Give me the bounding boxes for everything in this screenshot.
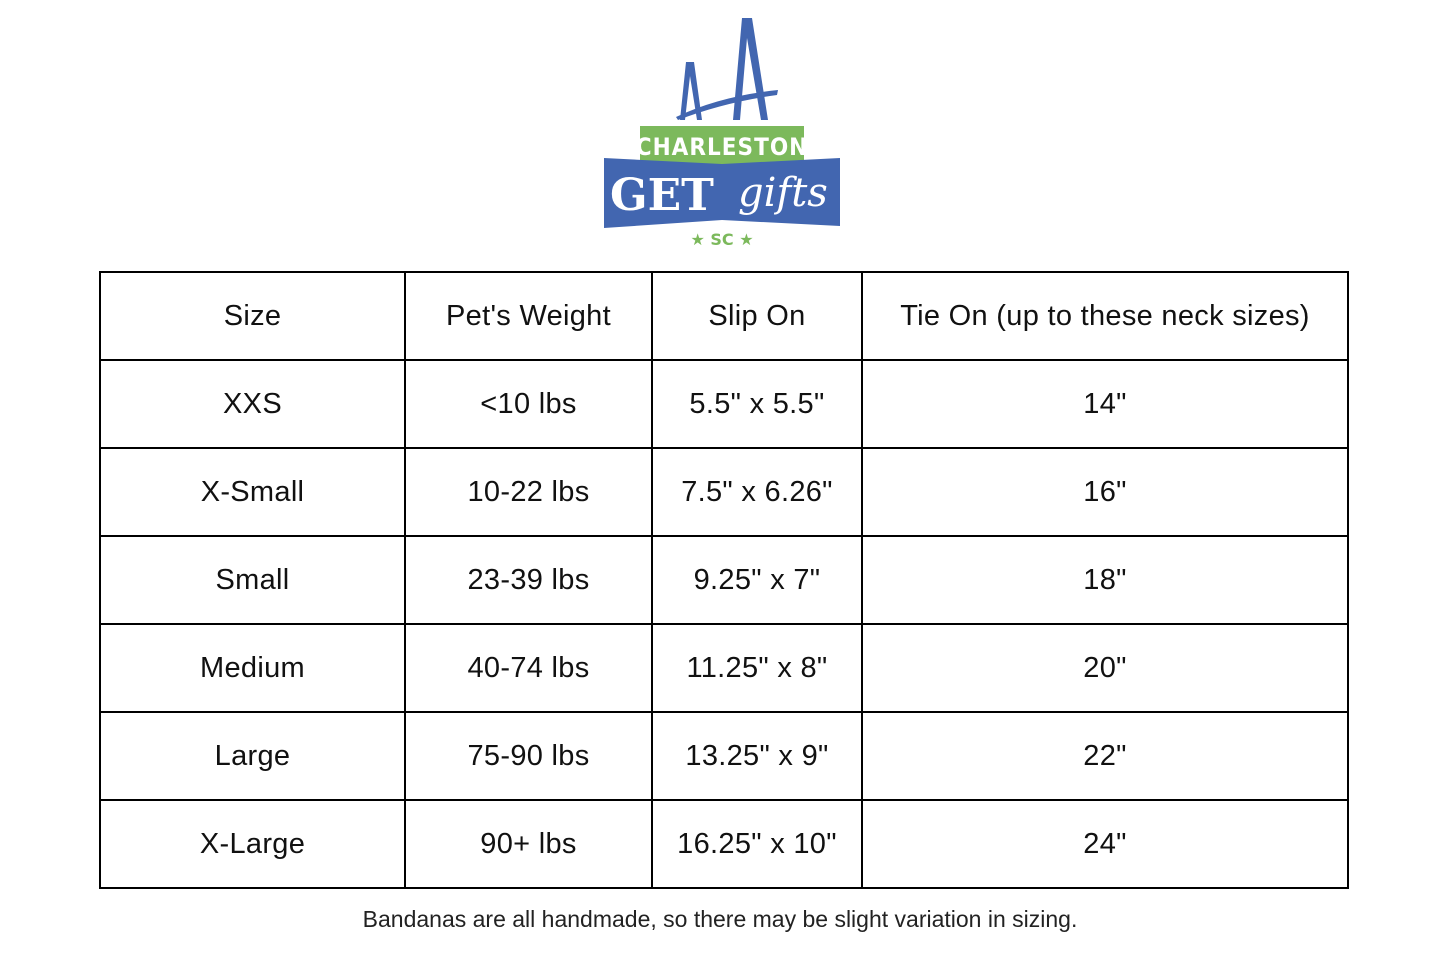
table-row: Large 75-90 lbs 13.25" x 9" 22" <box>99 711 1349 801</box>
svg-text:CHARLESTON: CHARLESTON <box>636 133 808 161</box>
charleston-get-gifts-logo: CHARLESTON GET gifts ★ SC ★ <box>604 18 840 249</box>
cell-weight: 23-39 lbs <box>404 535 653 625</box>
cell-tie-on: 22" <box>861 711 1349 801</box>
header-row: Size Pet's Weight Slip On Tie On (up to … <box>99 271 1349 361</box>
table-row: XXS <10 lbs 5.5" x 5.5" 14" <box>99 359 1349 449</box>
cell-weight: 90+ lbs <box>404 799 653 889</box>
table-row: X-Large 90+ lbs 16.25" x 10" 24" <box>99 799 1349 889</box>
header-weight: Pet's Weight <box>404 271 653 361</box>
cell-tie-on: 20" <box>861 623 1349 713</box>
cell-size: Medium <box>99 623 406 713</box>
cell-slip-on: 9.25" x 7" <box>651 535 863 625</box>
cell-size: Large <box>99 711 406 801</box>
svg-text:★ SC ★: ★ SC ★ <box>690 230 753 249</box>
cell-slip-on: 16.25" x 10" <box>651 799 863 889</box>
cell-weight: 75-90 lbs <box>404 711 653 801</box>
cell-slip-on: 13.25" x 9" <box>651 711 863 801</box>
cell-size: X-Large <box>99 799 406 889</box>
cell-tie-on: 16" <box>861 447 1349 537</box>
cell-weight: 10-22 lbs <box>404 447 653 537</box>
size-chart-table: Size Pet's Weight Slip On Tie On (up to … <box>99 271 1349 889</box>
cell-tie-on: 18" <box>861 535 1349 625</box>
cell-tie-on: 14" <box>861 359 1349 449</box>
svg-text:GET: GET <box>610 170 714 221</box>
cell-size: XXS <box>99 359 406 449</box>
table-row: X-Small 10-22 lbs 7.5" x 6.26" 16" <box>99 447 1349 537</box>
cell-slip-on: 7.5" x 6.26" <box>651 447 863 537</box>
table-row: Small 23-39 lbs 9.25" x 7" 18" <box>99 535 1349 625</box>
cell-size: Small <box>99 535 406 625</box>
cell-size: X-Small <box>99 447 406 537</box>
cell-slip-on: 11.25" x 8" <box>651 623 863 713</box>
cell-tie-on: 24" <box>861 799 1349 889</box>
footnote: Bandanas are all handmade, so there may … <box>362 906 1078 932</box>
cell-slip-on: 5.5" x 5.5" <box>651 359 863 449</box>
cell-weight: <10 lbs <box>404 359 653 449</box>
header-size: Size <box>99 271 406 361</box>
header-tie-on: Tie On (up to these neck sizes) <box>861 271 1349 361</box>
table-row: Medium 40-74 lbs 11.25" x 8" 20" <box>99 623 1349 713</box>
cell-weight: 40-74 lbs <box>404 623 653 713</box>
header-slip-on: Slip On <box>651 271 863 361</box>
svg-text:gifts: gifts <box>738 170 828 216</box>
